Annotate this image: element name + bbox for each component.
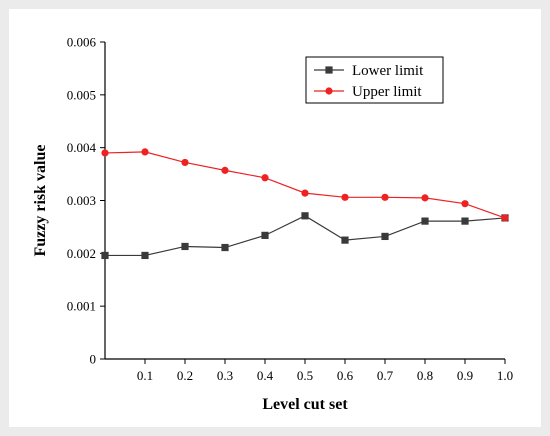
y-tick-label: 0 [90,352,97,367]
y-tick-label: 0.006 [67,35,97,50]
x-tick-label: 0.7 [377,368,394,383]
legend-item: Lower limit [314,63,424,79]
tick-labels: 0 0.001 0.002 0.003 0.004 0.005 0.006 0.1 0.2 0.3… [67,35,513,384]
series-line [105,215,506,257]
data-point [141,251,149,260]
data-point [261,231,269,239]
y-tick-label: 0.001 [67,299,96,314]
legend-label: Lower limit [352,63,424,79]
legend-box [305,56,444,104]
legend-marker [325,87,333,95]
data-point [301,189,309,197]
y-axis-title: Fuzzy risk value [32,145,49,257]
data-point [101,251,109,260]
x-tick-label: 1.0 [497,368,513,383]
data-point [381,193,389,201]
legend-item: Upper limit [314,84,422,100]
x-tick-label: 0.9 [457,368,473,383]
x-tick-label: 0.5 [297,368,313,383]
x-tick-label: 0.3 [217,368,233,383]
series-line [104,151,506,219]
data-point [461,200,469,208]
data-point [461,217,469,225]
x-tick-label: 0.6 [337,368,354,383]
y-tick-label: 0.004 [67,140,97,155]
legend: Lower limit Upper limit [305,56,444,104]
data-point [221,243,229,252]
data-point [421,217,429,225]
data-point [341,236,349,244]
data-point [301,212,309,220]
data-point [181,242,189,251]
data-point [141,148,149,156]
data-point [381,232,389,241]
series-group [101,148,509,260]
x-axis-title: Level cut set [262,396,348,413]
data-point [221,166,229,174]
series-1 [101,212,509,260]
data-point [101,149,109,157]
data-point [421,194,429,202]
data-point [181,158,189,167]
y-tick-label: 0.002 [67,246,96,261]
data-point [341,193,349,201]
figure-panel: 0 0.001 0.002 0.003 0.004 0.005 0.006 0.1 0.2 0.3… [9,9,541,427]
x-tick-label: 0.8 [417,368,433,383]
x-tick-label: 0.4 [257,368,274,383]
data-point [261,174,269,182]
axes [100,41,506,364]
y-tick-label: 0.003 [67,193,96,208]
x-tick-label: 0.2 [177,368,193,383]
legend-marker [325,66,333,74]
y-tick-label: 0.005 [67,87,96,102]
series-2 [101,148,509,222]
data-point [501,214,509,222]
x-tick-label: 0.1 [137,368,153,383]
legend-label: Upper limit [352,84,422,100]
line-chart: 0 0.001 0.002 0.003 0.004 0.005 0.006 0.1 0.2 0.3… [32,35,513,414]
